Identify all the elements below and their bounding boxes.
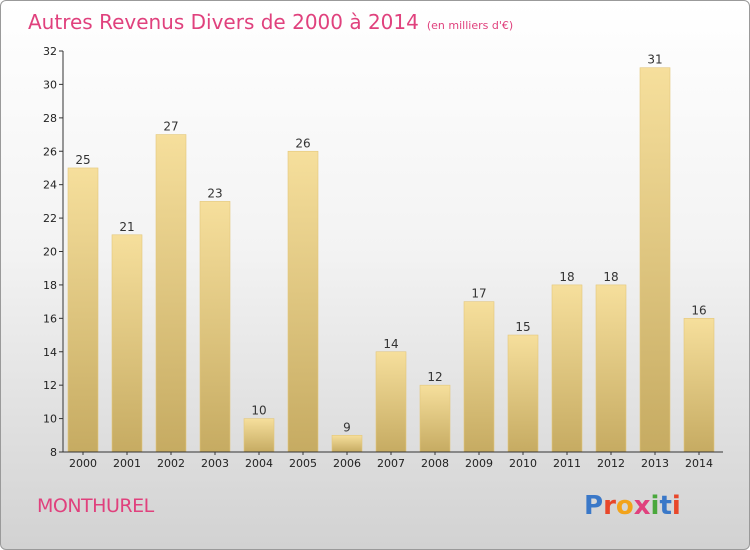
chart-subtitle: (en milliers d'€) [426, 19, 514, 32]
data-label-2014: 16 [691, 303, 706, 317]
data-label-2001: 21 [119, 220, 134, 234]
bar-2002 [155, 134, 187, 453]
data-label-2008: 12 [427, 370, 442, 384]
data-label-2012: 18 [603, 270, 618, 284]
x-tick-label-2007: 2007 [377, 457, 405, 470]
bar-2008 [419, 384, 451, 453]
y-tick-label-24: 24 [43, 179, 57, 192]
x-tick-label-2004: 2004 [245, 457, 273, 470]
bar-2007 [375, 351, 407, 453]
bar-2000 [67, 167, 99, 453]
x-tick-label-2006: 2006 [333, 457, 361, 470]
bar-2014 [683, 318, 715, 453]
x-tick-label-2003: 2003 [201, 457, 229, 470]
y-tick-label-20: 20 [43, 246, 57, 259]
logo-letter: i [650, 491, 660, 521]
data-label-2009: 17 [471, 287, 486, 301]
bar-2012 [595, 284, 627, 453]
x-tick-label-2002: 2002 [157, 457, 185, 470]
bar-2005 [287, 150, 319, 453]
bar-2001 [111, 234, 143, 453]
data-label-2006: 9 [343, 420, 351, 434]
data-label-2010: 15 [515, 320, 530, 334]
y-tick-label-28: 28 [43, 112, 57, 125]
data-label-2000: 25 [75, 153, 90, 167]
x-tick-label-2011: 2011 [553, 457, 581, 470]
x-tick-label-2012: 2012 [597, 457, 625, 470]
logo-letter: o [615, 491, 634, 521]
data-label-2013: 31 [647, 53, 662, 67]
bar-2009 [463, 301, 495, 453]
bars-group: 25 21 27 23 10 26 9 14 12 17 15 18 18 31 16 [67, 53, 715, 453]
y-tick-label-12: 12 [43, 379, 57, 392]
logo-letter: t [659, 491, 672, 521]
x-tick-label-2005: 2005 [289, 457, 317, 470]
x-tick-label-2001: 2001 [113, 457, 141, 470]
x-tick-label-2013: 2013 [641, 457, 669, 470]
y-tick-label-8: 8 [50, 446, 57, 459]
bar-2013 [639, 67, 671, 453]
bar-2003 [199, 201, 231, 453]
logo-letter: r [603, 491, 616, 521]
y-tick-label-30: 30 [43, 78, 57, 91]
data-label-2011: 18 [559, 270, 574, 284]
logo-letter: i [671, 491, 681, 521]
data-label-2004: 10 [251, 404, 266, 418]
bar-2004 [243, 418, 275, 453]
proxiti-logo: Proxiti [584, 491, 681, 521]
data-label-2007: 14 [383, 337, 398, 351]
axes-group: 2000 2001 2002 2003 2004 2005 2006 2007 2008 2009… [43, 45, 723, 470]
x-tick-label-2008: 2008 [421, 457, 449, 470]
chart-title-text: Autres Revenus Divers de 2000 à 2014 [28, 10, 419, 34]
chart-title: Autres Revenus Divers de 2000 à 2014 (en … [28, 10, 513, 34]
bar-2006 [331, 434, 363, 453]
x-tick-label-2014: 2014 [685, 457, 713, 470]
x-tick-label-2009: 2009 [465, 457, 493, 470]
y-tick-label-18: 18 [43, 279, 57, 292]
y-tick-label-10: 10 [43, 413, 57, 426]
bar-2011 [551, 284, 583, 453]
data-label-2002: 27 [163, 120, 178, 134]
commune-name: MONTHUREL [37, 495, 154, 517]
logo-letter: x [633, 491, 651, 521]
bar-2010 [507, 334, 539, 453]
y-tick-label-22: 22 [43, 212, 57, 225]
data-label-2005: 26 [295, 136, 310, 150]
y-tick-label-14: 14 [43, 346, 57, 359]
y-tick-label-26: 26 [43, 145, 57, 158]
y-tick-label-32: 32 [43, 45, 57, 58]
y-tick-label-16: 16 [43, 312, 57, 325]
logo-letter: P [584, 491, 604, 521]
x-tick-label-2010: 2010 [509, 457, 537, 470]
x-tick-label-2000: 2000 [69, 457, 97, 470]
data-label-2003: 23 [207, 186, 222, 200]
